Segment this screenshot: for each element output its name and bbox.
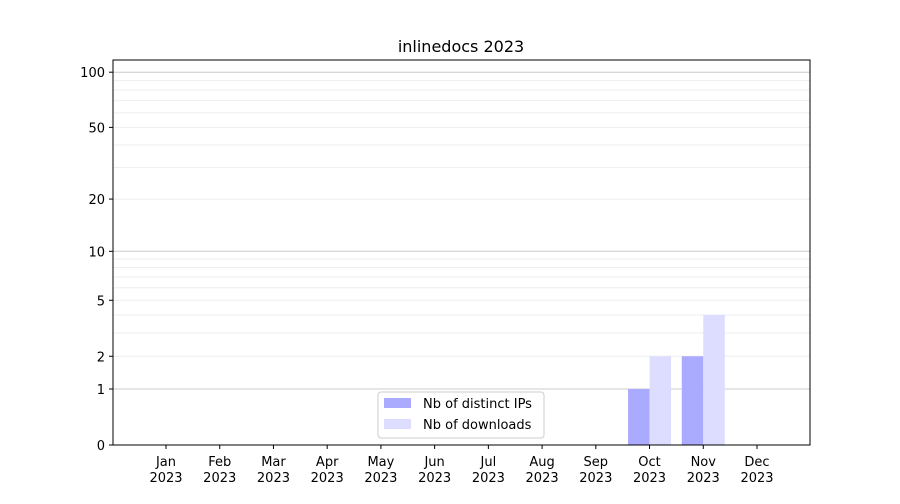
y-tick-label: 2 [97,350,105,365]
x-tick-label: 2023 [149,471,182,486]
legend-label: Nb of distinct IPs [423,397,532,412]
x-tick-label: 2023 [257,471,290,486]
y-tick-label: 10 [88,245,105,260]
y-tick-label: 50 [88,121,105,136]
x-tick-label: May [367,455,394,470]
x-tick-label: 2023 [472,471,505,486]
legend: Nb of distinct IPs Nb of downloads [377,391,545,439]
y-tick-label: 1 [97,383,105,398]
y-tick-label: 100 [80,66,105,81]
x-tick-label: 2023 [418,471,451,486]
x-tick-label: Feb [208,455,231,470]
x-tick-label: 2023 [526,471,559,486]
plot-frame [112,59,811,446]
x-tick-label: 2023 [311,471,344,486]
x-tick-label: 2023 [633,471,666,486]
bar-downloads [649,356,672,445]
x-tick-label: Sep [584,455,609,470]
x-tick-label: Jul [480,455,497,470]
bar-distinct-ips [681,356,704,445]
legend-label: Nb of downloads [423,418,532,433]
x-tick-label: Nov [691,455,717,470]
x-tick-label: 2023 [687,471,720,486]
y-tick-label: 20 [88,193,105,208]
chart-title: inlinedocs 2023 [398,37,524,56]
x-tick-label: 2023 [364,471,397,486]
bar-downloads [703,314,725,445]
bar-distinct-ips [628,389,650,445]
x-tick-label: Jun [423,455,444,470]
x-tick-label: 2023 [579,471,612,486]
x-tick-label: Oct [638,455,660,470]
legend-swatch [384,398,411,408]
y-axis: 0 1 2 5 10 20 50 100 [80,66,113,454]
x-tick-label: 2023 [740,471,773,486]
x-tick-label: 2023 [203,471,236,486]
x-tick-label: Apr [316,455,339,470]
y-tick-label: 0 [97,439,105,454]
x-tick-label: Jan [155,455,176,470]
legend-swatch [384,419,411,429]
x-tick-label: Aug [529,455,554,470]
y-tick-label: 5 [97,294,105,309]
legend-box [377,391,545,439]
x-tick-label: Dec [744,455,769,470]
x-tick-label: Mar [261,455,286,470]
bars [628,314,725,445]
x-axis: Jan2023Feb2023Mar2023Apr2023May2023Jun20… [149,445,774,486]
